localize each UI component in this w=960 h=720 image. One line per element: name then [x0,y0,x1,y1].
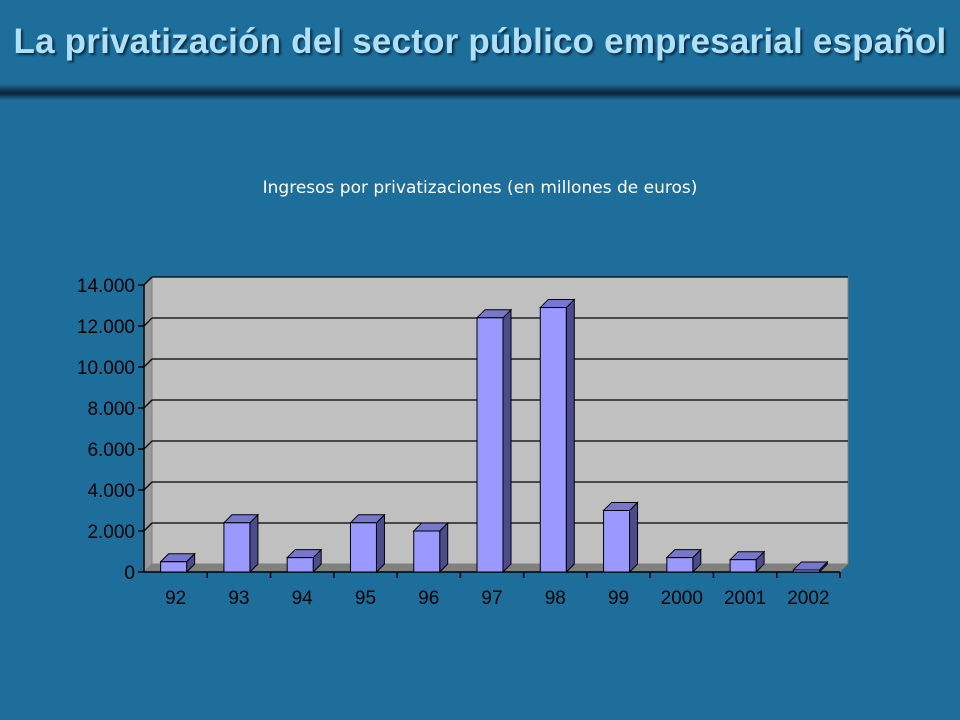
gridline-left [143,481,153,491]
y-tick-label: 4.000 [87,481,135,502]
bar [729,559,757,573]
bar [603,510,631,573]
bar-side [375,513,385,574]
gridline-left [143,399,153,409]
y-tick-label: 12.000 [77,317,135,338]
y-tick-label: 8.000 [87,399,135,420]
x-tick-label: 2001 [724,588,766,609]
bar [792,569,820,573]
bar [476,317,504,573]
gridline-left [143,317,153,327]
x-tick-label: 96 [418,588,439,609]
chart-title: Ingresos por privatizaciones (en millone… [262,178,698,198]
bar-side [629,501,639,574]
bar-side [502,308,512,574]
x-tick-label: 93 [228,588,249,609]
bar [666,557,694,573]
gridline-left [143,440,153,450]
slide-title: La privatización del sector público empr… [13,22,947,61]
x-tick-label: 2002 [787,588,829,609]
bar [349,522,377,573]
y-tick-label: 6.000 [87,440,135,461]
bar-side [565,298,575,574]
bar-side [249,513,259,574]
y-tick-label: 14.000 [77,276,135,297]
x-tick-label: 92 [165,588,186,609]
x-tick-label: 2000 [661,588,703,609]
y-tick-label: 0 [124,563,135,584]
bar [286,557,314,573]
gridline-left [143,358,153,368]
x-tick-label: 94 [292,588,314,609]
gridline-left [143,522,153,532]
x-tick-label: 95 [355,588,376,609]
bar [539,307,567,573]
x-tick-label: 99 [608,588,629,609]
y-tick-label: 2.000 [87,522,135,543]
bar [160,561,188,573]
bar [413,530,441,573]
title-underline-bar [0,84,960,100]
bar [223,522,251,573]
gridline-left [143,276,153,286]
y-tick-label: 10.000 [77,358,135,379]
x-tick-label: 98 [545,588,566,609]
x-tick-label: 97 [481,588,502,609]
